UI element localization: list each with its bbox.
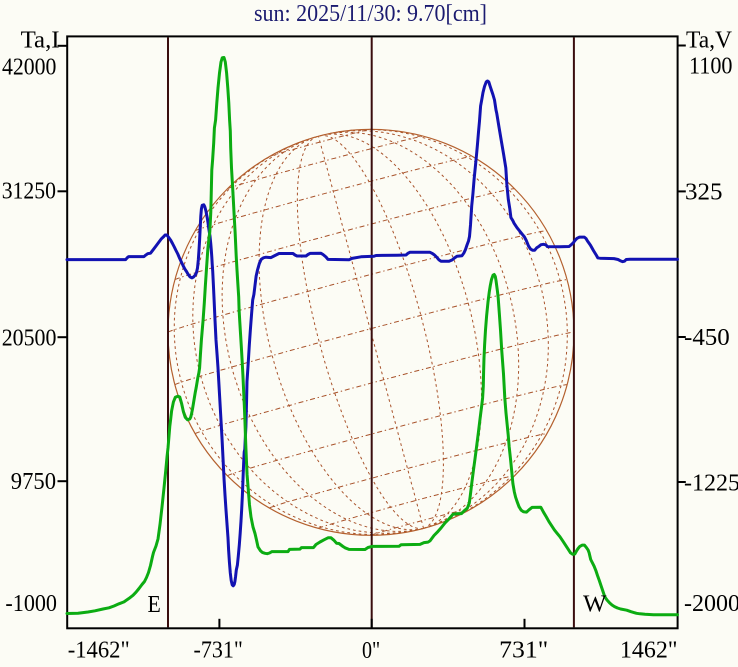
svg-text:325: 325 [685,179,723,205]
svg-text:31250: 31250 [2,179,56,205]
svg-text:-2000: -2000 [684,591,738,617]
svg-text:0": 0" [362,638,380,662]
svg-text:sun: 2025/11/30: 9.70[cm]: sun: 2025/11/30: 9.70[cm] [254,1,487,27]
svg-text:20500: 20500 [2,325,57,351]
svg-text:E: E [148,592,161,618]
svg-text:731": 731" [499,638,548,663]
svg-text:-1462": -1462" [68,638,130,663]
svg-text:W: W [583,592,607,618]
svg-text:-1225: -1225 [684,470,738,496]
svg-text:42000: 42000 [2,55,56,81]
svg-text:-1000: -1000 [5,591,57,617]
svg-text:Ta,I: Ta,I [21,28,60,54]
svg-text:-731": -731" [194,638,243,663]
svg-text:9750: 9750 [11,469,56,495]
svg-text:-450: -450 [684,325,730,351]
svg-text:1462": 1462" [620,638,678,663]
svg-text:Ta,V: Ta,V [686,28,733,54]
svg-text:1100: 1100 [689,54,733,80]
